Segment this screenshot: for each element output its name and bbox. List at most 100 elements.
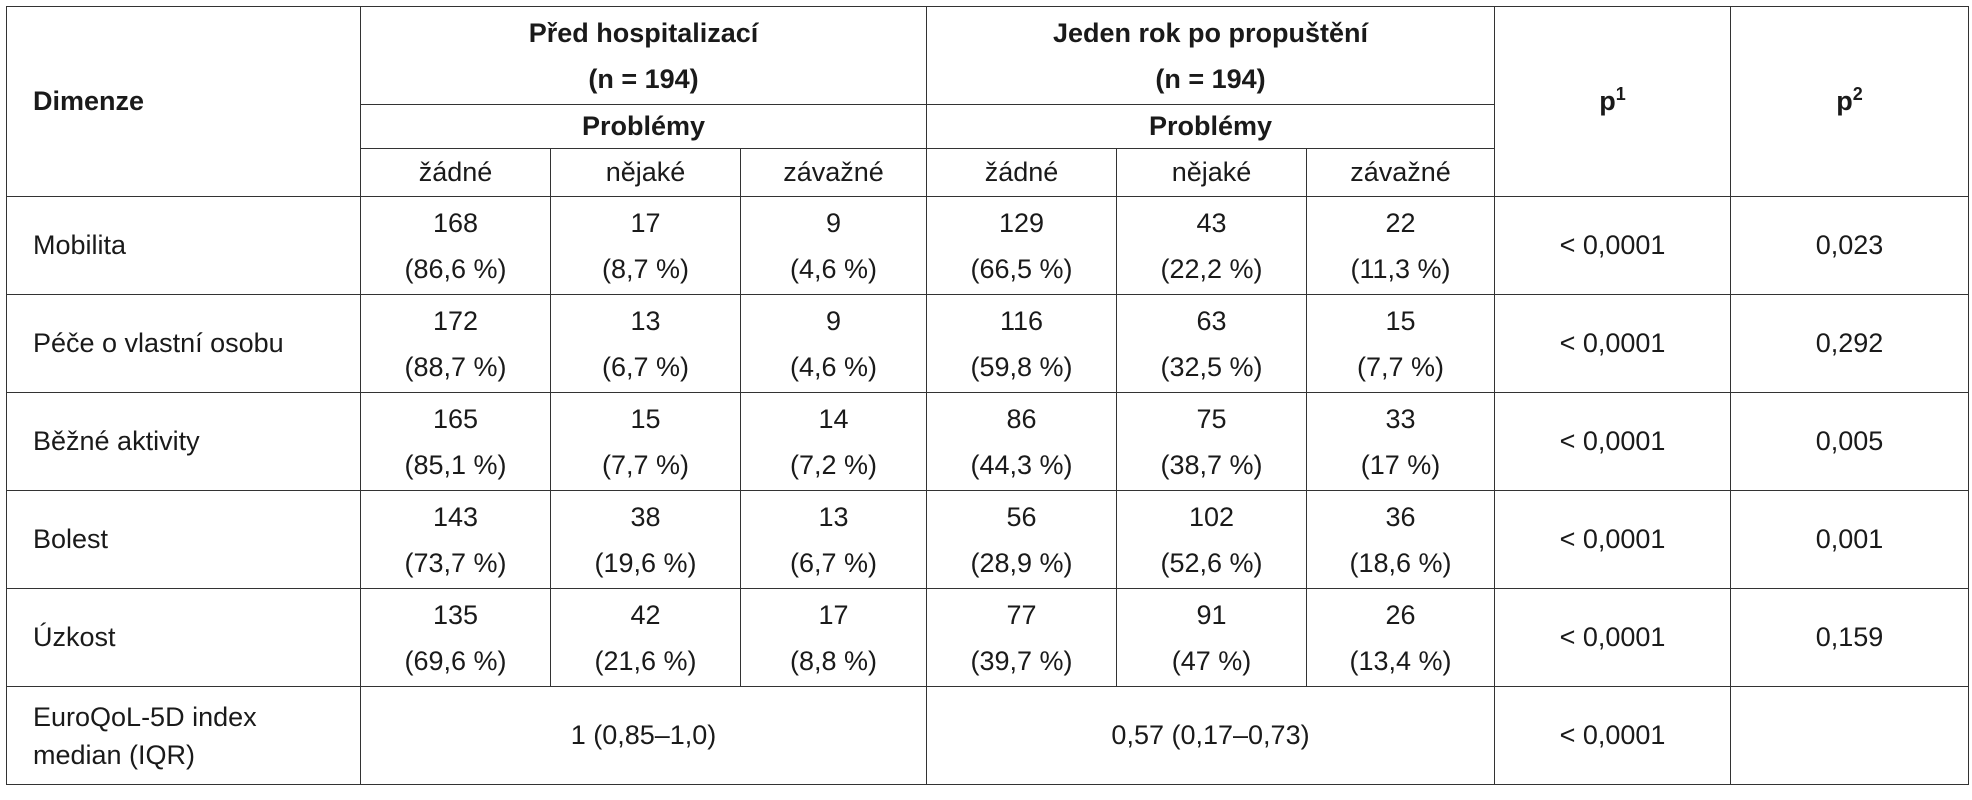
- value-cell-content: 17 (8,8 %): [741, 592, 926, 684]
- header-after: Jeden rok po propuštění (n = 194): [925, 6, 1496, 105]
- header-dimension: Dimenze: [6, 6, 361, 197]
- value-cell-content: 172 (88,7 %): [361, 298, 550, 390]
- value-cell: 165 (85,1 %): [360, 392, 551, 491]
- percent-value: (22,2 %): [1160, 253, 1263, 284]
- table-row: Péče o vlastní osobu 172 (88,7 %) 13 (6,7 %)…: [6, 294, 1970, 393]
- value-cell-content: 15 (7,7 %): [1307, 298, 1494, 390]
- header-after-n: (n = 194): [1155, 63, 1266, 94]
- value-cell: 102 (52,6 %): [1116, 490, 1307, 589]
- value-cell: 13 (6,7 %): [740, 490, 927, 589]
- count-value: 91: [1196, 599, 1227, 630]
- value-cell-content: 129 (66,5 %): [927, 200, 1116, 292]
- percent-value: (73,7 %): [404, 547, 507, 578]
- header-before: Před hospitalizací (n = 194): [360, 6, 927, 105]
- value-cell: 26 (13,4 %): [1305, 588, 1496, 687]
- value-cell: 9 (4,6 %): [740, 196, 927, 295]
- value-cell-content: 17 (8,7 %): [551, 200, 740, 292]
- percent-value: (19,6 %): [594, 547, 697, 578]
- percent-value: (6,7 %): [789, 547, 878, 578]
- count-value: 86: [1006, 403, 1037, 434]
- percent-value: (39,7 %): [970, 645, 1073, 676]
- header-before-title: Před hospitalizací: [528, 17, 759, 48]
- percent-value: (38,7 %): [1160, 449, 1263, 480]
- count-value: 172: [432, 305, 479, 336]
- count-value: 26: [1385, 599, 1416, 630]
- percent-value: (7,2 %): [789, 449, 878, 480]
- percent-value: (21,6 %): [594, 645, 697, 676]
- percent-value: (44,3 %): [970, 449, 1073, 480]
- level-before-severe: závažné: [740, 148, 927, 197]
- value-cell-content: 13 (6,7 %): [741, 494, 926, 586]
- level-after-none: žádné: [926, 148, 1117, 197]
- percent-value: (4,6 %): [789, 253, 878, 284]
- value-cell-content: 38 (19,6 %): [551, 494, 740, 586]
- value-cell-content: 14 (7,2 %): [741, 396, 926, 488]
- count-value: 13: [630, 305, 661, 336]
- value-cell-content: 116 (59,8 %): [927, 298, 1116, 390]
- value-cell: 36 (18,6 %): [1305, 490, 1496, 589]
- value-cell: 15 (7,7 %): [1305, 294, 1496, 393]
- p2-value: 0,292: [1730, 294, 1970, 393]
- value-cell: 143 (73,7 %): [360, 490, 551, 589]
- count-value: 15: [1385, 305, 1416, 336]
- table-row: Mobilita 168 (86,6 %) 17 (8,7 %) 9 (4,6 %) 129 (…: [6, 196, 1970, 295]
- count-value: 77: [1006, 599, 1037, 630]
- value-cell-content: 75 (38,7 %): [1117, 396, 1306, 488]
- value-cell-content: 56 (28,9 %): [927, 494, 1116, 586]
- count-value: 14: [818, 403, 849, 434]
- value-cell: 14 (7,2 %): [740, 392, 927, 491]
- percent-value: (86,6 %): [404, 253, 507, 284]
- value-cell-content: 9 (4,6 %): [741, 298, 926, 390]
- table-row: Úzkost 135 (69,6 %) 42 (21,6 %) 17 (8,8 %) 77 (3…: [6, 588, 1970, 687]
- value-cell-content: 42 (21,6 %): [551, 592, 740, 684]
- value-cell-content: 13 (6,7 %): [551, 298, 740, 390]
- row-label: Úzkost: [6, 588, 361, 687]
- value-cell: 15 (7,7 %): [550, 392, 741, 491]
- percent-value: (11,3 %): [1350, 253, 1451, 284]
- count-value: 15: [630, 403, 661, 434]
- percent-value: (66,5 %): [970, 253, 1073, 284]
- count-value: 43: [1196, 207, 1227, 238]
- summary-label: EuroQoL-5D index median (IQR): [6, 686, 361, 785]
- value-cell-content: 26 (13,4 %): [1307, 592, 1494, 684]
- value-cell: 77 (39,7 %): [926, 588, 1117, 687]
- level-before-none: žádné: [360, 148, 551, 197]
- value-cell-content: 22 (11,3 %): [1307, 200, 1494, 292]
- count-value: 168: [432, 207, 479, 238]
- value-cell-content: 168 (86,6 %): [361, 200, 550, 292]
- value-cell-content: 43 (22,2 %): [1117, 200, 1306, 292]
- value-cell-content: 36 (18,6 %): [1307, 494, 1494, 586]
- value-cell: 33 (17 %): [1305, 392, 1496, 491]
- summary-before-value: 1 (0,85–1,0): [360, 686, 927, 785]
- value-cell: 116 (59,8 %): [926, 294, 1117, 393]
- header-after-title: Jeden rok po propuštění: [1052, 17, 1369, 48]
- percent-value: (13,4 %): [1349, 645, 1452, 676]
- header-p2: p2: [1730, 6, 1970, 197]
- header-before-n: (n = 194): [588, 63, 699, 94]
- percent-value: (7,7 %): [1356, 351, 1445, 382]
- p2-value: 0,001: [1730, 490, 1970, 589]
- value-cell: 9 (4,6 %): [740, 294, 927, 393]
- percent-value: (69,6 %): [404, 645, 507, 676]
- header-after-problems: Problémy: [925, 104, 1496, 149]
- value-cell: 56 (28,9 %): [926, 490, 1117, 589]
- value-cell: 38 (19,6 %): [550, 490, 741, 589]
- count-value: 38: [630, 501, 661, 532]
- percent-value: (47 %): [1171, 645, 1252, 676]
- percent-value: (52,6 %): [1160, 547, 1263, 578]
- p1-value: < 0,0001: [1494, 490, 1732, 589]
- value-cell: 135 (69,6 %): [360, 588, 551, 687]
- percent-value: (4,6 %): [789, 351, 878, 382]
- row-label: Mobilita: [6, 196, 361, 295]
- value-cell: 17 (8,7 %): [550, 196, 741, 295]
- p2-value: 0,005: [1730, 392, 1970, 491]
- count-value: 9: [825, 305, 842, 336]
- percent-value: (32,5 %): [1160, 351, 1263, 382]
- level-after-severe: závažné: [1305, 148, 1496, 197]
- count-value: 13: [818, 501, 849, 532]
- percent-value: (8,7 %): [601, 253, 690, 284]
- count-value: 22: [1385, 207, 1416, 238]
- table-container: Dimenze Před hospitalizací (n = 194) Jed…: [6, 6, 1970, 785]
- count-value: 129: [998, 207, 1045, 238]
- value-cell-content: 86 (44,3 %): [927, 396, 1116, 488]
